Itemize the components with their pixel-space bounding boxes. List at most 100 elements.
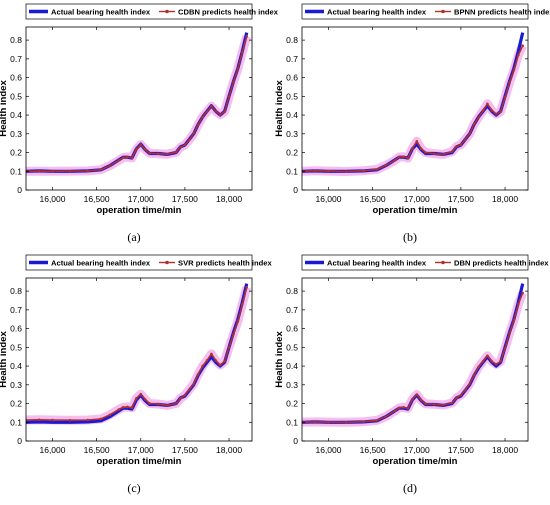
data-point-predicted xyxy=(490,360,494,363)
data-point-predicted xyxy=(196,373,200,376)
x-axis-label: operation time/min xyxy=(97,456,182,467)
data-point-predicted xyxy=(384,415,388,418)
data-point-predicted xyxy=(384,164,388,167)
data-point-predicted xyxy=(468,382,472,386)
data-point-predicted xyxy=(86,418,90,422)
legend-label-actual: Actual bearing health index xyxy=(51,8,151,17)
chart-panel-1: 0 0.1 0.2 0.3 0.4 0.5 0.6 0.7 0.8 16,000 16,500 17,… xyxy=(274,3,550,216)
data-point-predicted xyxy=(210,104,213,108)
data-point-predicted xyxy=(521,291,524,295)
caption-c: (c) xyxy=(127,481,141,495)
y-tick-label: 0.8 xyxy=(10,35,22,45)
data-point-predicted xyxy=(214,359,218,362)
data-point-predicted xyxy=(517,53,520,57)
legend xyxy=(301,254,529,271)
data-point-predicted xyxy=(236,319,240,323)
x-tick-label: 17,500 xyxy=(172,445,198,455)
data-point-predicted xyxy=(508,81,511,84)
data-point-predicted xyxy=(393,159,397,162)
y-tick-label: 0.2 xyxy=(286,399,298,409)
data-point-predicted xyxy=(433,403,436,406)
data-point-predicted xyxy=(51,170,54,173)
legend-marker-predicted xyxy=(441,9,445,14)
data-point-predicted xyxy=(419,147,423,151)
data-point-predicted xyxy=(393,409,397,413)
data-point-predicted xyxy=(192,382,195,386)
data-point-predicted xyxy=(468,132,472,136)
y-tick-label: 0.1 xyxy=(286,166,298,176)
data-point-predicted xyxy=(499,110,502,113)
data-point-predicted xyxy=(450,401,454,405)
data-point-predicted xyxy=(218,363,222,367)
y-tick-label: 0.5 xyxy=(10,91,22,101)
data-point-predicted xyxy=(464,138,467,141)
y-tick-label: 0 xyxy=(293,185,298,195)
y-tick-label: 0 xyxy=(17,185,22,195)
axes-frame xyxy=(301,26,529,191)
data-point-predicted xyxy=(166,152,169,156)
y-tick-label: 0.3 xyxy=(286,129,298,139)
data-point-predicted xyxy=(477,116,480,119)
data-point-predicted xyxy=(143,398,147,401)
y-tick-label: 0.8 xyxy=(10,286,22,296)
x-axis-label: operation time/min xyxy=(373,205,458,216)
data-point-predicted xyxy=(459,143,463,146)
y-tick-label: 0 xyxy=(293,436,298,446)
x-tick-label: 18,000 xyxy=(216,445,242,455)
y-tick-label: 0.7 xyxy=(10,305,22,315)
data-point-predicted xyxy=(108,413,112,417)
y-tick-label: 0.1 xyxy=(286,417,298,427)
data-point-predicted xyxy=(490,109,494,112)
data-point-predicted xyxy=(201,364,204,368)
data-point-predicted xyxy=(442,403,445,407)
data-point-predicted xyxy=(201,115,204,118)
data-point-predicted xyxy=(227,95,231,98)
x-tick-label: 18,000 xyxy=(216,194,242,204)
data-point-predicted xyxy=(37,418,41,422)
data-point-predicted xyxy=(130,156,134,160)
axes-frame xyxy=(301,277,529,442)
data-point-predicted xyxy=(455,145,458,148)
axes-frame xyxy=(25,26,253,191)
y-tick-label: 0.4 xyxy=(10,361,22,371)
legend-marker-predicted xyxy=(165,260,169,265)
y-axis-label: Health index xyxy=(274,80,285,137)
x-tick-label: 16,500 xyxy=(360,445,386,455)
data-point-predicted xyxy=(157,152,160,155)
data-point-predicted xyxy=(148,402,151,405)
caption-a: (a) xyxy=(127,230,141,244)
x-axis-label: operation time/min xyxy=(373,456,458,467)
y-tick-label: 0.8 xyxy=(286,35,298,45)
caption-b: (b) xyxy=(403,230,417,244)
y-tick-label: 0 xyxy=(17,436,22,446)
data-point-predicted xyxy=(503,347,507,350)
plot-area xyxy=(302,32,527,176)
y-axis-label: Health index xyxy=(0,80,9,137)
data-point-predicted xyxy=(139,143,143,146)
chart-panel-2: 0 0.1 0.2 0.3 0.4 0.5 0.6 0.7 0.8 16,000 16,500 17,… xyxy=(0,254,272,467)
legend-label-predicted: BPNN predicts health index xyxy=(454,8,550,17)
data-point-predicted xyxy=(51,418,54,422)
y-tick-label: 0.4 xyxy=(286,361,298,371)
data-point-predicted xyxy=(472,373,476,377)
y-tick-label: 0.2 xyxy=(10,399,22,409)
data-point-predicted xyxy=(223,360,226,363)
data-point-predicted xyxy=(344,421,348,424)
data-point-predicted xyxy=(450,150,454,153)
x-tick-label: 16,000 xyxy=(39,194,65,204)
data-point-predicted xyxy=(411,398,414,401)
y-tick-label: 0.7 xyxy=(286,305,298,315)
data-point-predicted xyxy=(406,407,410,410)
data-point-predicted xyxy=(188,138,191,142)
data-point-predicted xyxy=(344,170,348,173)
data-point-predicted xyxy=(442,153,445,156)
data-point-predicted xyxy=(486,354,489,358)
y-tick-label: 0.1 xyxy=(10,417,22,427)
data-point-predicted xyxy=(455,396,458,400)
data-point-predicted xyxy=(375,168,379,171)
y-tick-label: 0.2 xyxy=(286,148,298,158)
y-tick-label: 0.5 xyxy=(286,342,298,352)
y-tick-label: 0.7 xyxy=(286,54,298,64)
data-point-predicted xyxy=(157,402,160,406)
data-point-predicted xyxy=(183,393,187,397)
